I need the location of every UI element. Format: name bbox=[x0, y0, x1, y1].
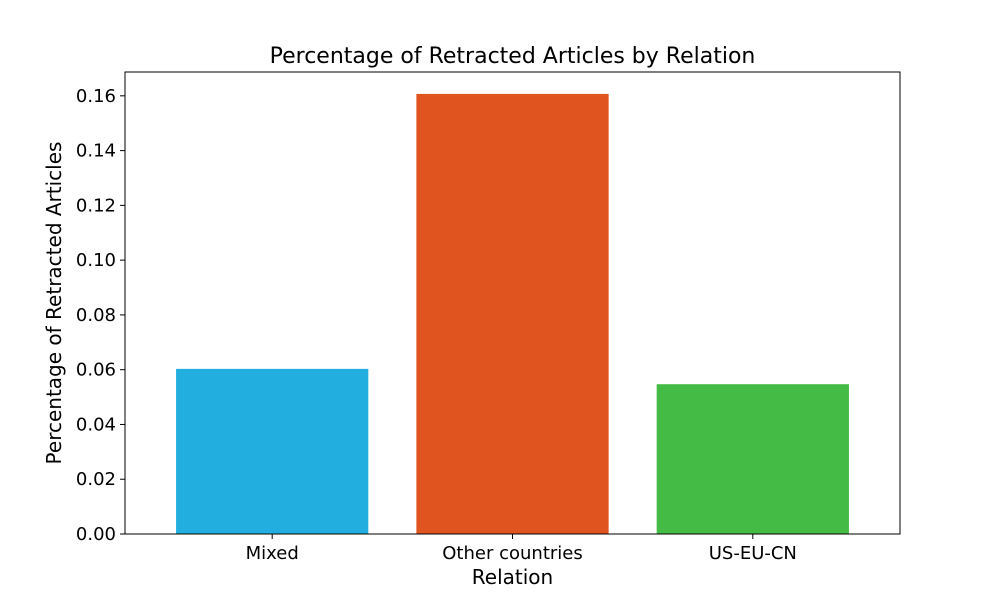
y-tick-label: 0.06 bbox=[76, 360, 116, 381]
x-tick-label: Other countries bbox=[442, 543, 582, 564]
x-axis-label: Relation bbox=[472, 565, 553, 589]
x-tick-label: Mixed bbox=[246, 543, 299, 564]
plot-frame bbox=[124, 71, 901, 535]
y-tick-label: 0.00 bbox=[76, 524, 116, 545]
bar-us-eu-cn bbox=[656, 384, 849, 534]
y-axis-label: Percentage of Retracted Articles bbox=[42, 142, 66, 465]
y-tick-label: 0.10 bbox=[76, 250, 116, 271]
x-tick-label: US-EU-CN bbox=[709, 543, 797, 564]
y-axis-ticks: 0.00 0.02 0.04 0.06 0.08 0.10 0.12 0.14 0.16 bbox=[76, 86, 125, 545]
y-tick-label: 0.16 bbox=[76, 86, 116, 107]
y-tick-label: 0.12 bbox=[76, 195, 116, 216]
y-tick-label: 0.14 bbox=[76, 141, 116, 162]
bar-other-countries bbox=[416, 93, 609, 534]
y-tick-label: 0.08 bbox=[76, 305, 116, 326]
x-axis-ticks: Mixed Other countries US-EU-CN bbox=[246, 534, 797, 564]
bars-layer bbox=[176, 93, 849, 534]
y-tick-label: 0.04 bbox=[76, 414, 116, 435]
chart-title: Percentage of Retracted Articles by Rela… bbox=[270, 44, 756, 69]
bar-mixed bbox=[176, 368, 369, 534]
y-tick-label: 0.02 bbox=[76, 469, 116, 490]
